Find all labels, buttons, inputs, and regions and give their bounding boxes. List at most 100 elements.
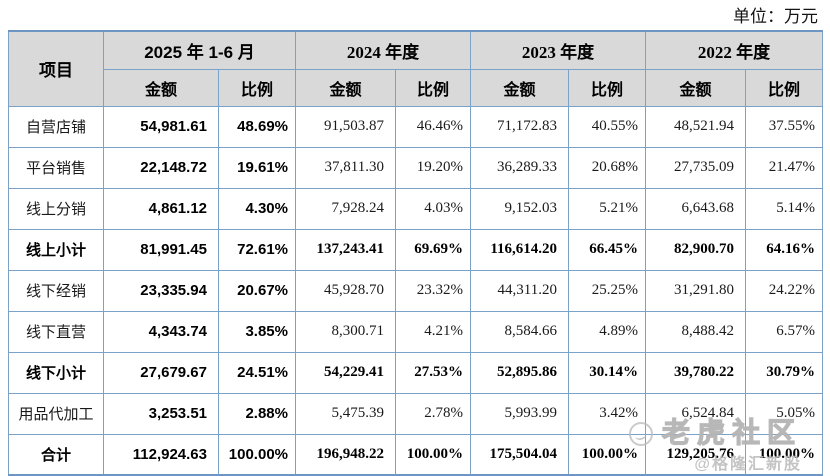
unit-label: 单位：万元 [733,7,818,26]
row-label: 线上分销 [8,187,104,230]
column-group-2022: 2022 年度 [645,30,823,70]
cell: 81,991.45 [103,228,219,271]
header-row-subcolumns: 金额 比例 金额 比例 金额 比例 金额 比例 [9,68,823,107]
cell: 27,735.09 [645,146,746,189]
cell: 54,229.41 [295,351,396,394]
column-group-2024: 2024 年度 [295,30,471,70]
cell: 5.05% [745,392,823,435]
row-label: 线下经销 [8,269,104,312]
row-label: 合计 [8,433,104,476]
column-header-ratio: 比例 [395,68,471,107]
cell: 5,993.99 [470,392,569,435]
cell: 66.45% [568,228,646,271]
cell: 196,948.22 [295,433,396,476]
cell: 4.30% [218,187,296,230]
cell: 20.67% [218,269,296,312]
row-label: 线下小计 [8,351,104,394]
cell: 91,503.87 [295,105,396,148]
cell: 19.61% [218,146,296,189]
row-label: 用品代加工 [8,392,104,435]
cell: 37,811.30 [295,146,396,189]
column-header-amount: 金额 [645,68,746,107]
cell: 6,643.68 [645,187,746,230]
cell: 30.14% [568,351,646,394]
cell: 175,504.04 [470,433,569,476]
cell: 9,152.03 [470,187,569,230]
cell: 40.55% [568,105,646,148]
cell: 69.69% [395,228,471,271]
cell: 6,524.84 [645,392,746,435]
cell: 5.21% [568,187,646,230]
column-header-ratio: 比例 [218,68,296,107]
cell: 30.79% [745,351,823,394]
cell: 23,335.94 [103,269,219,312]
cell: 24.51% [218,351,296,394]
cell: 100.00% [395,433,471,476]
cell: 8,584.66 [470,310,569,353]
cell: 25.25% [568,269,646,312]
cell: 20.68% [568,146,646,189]
column-group-2023: 2023 年度 [470,30,646,70]
row-label: 线下直营 [8,310,104,353]
revenue-breakdown-table: 项目 2025 年 1-6 月 2024 年度 2023 年度 2022 年度 … [8,30,823,476]
row-label: 平台销售 [8,146,104,189]
table-row-total: 合计 112,924.63 100.00% 196,948.22 100.00%… [8,433,823,476]
cell: 100.00% [218,433,296,476]
cell: 82,900.70 [645,228,746,271]
cell: 6.57% [745,310,823,353]
column-group-2025h1: 2025 年 1-6 月 [103,30,296,70]
cell: 37.55% [745,105,823,148]
cell: 2.78% [395,392,471,435]
cell: 4,343.74 [103,310,219,353]
cell: 8,488.42 [645,310,746,353]
table-row-platform-sales: 平台销售 22,148.72 19.61% 37,811.30 19.20% 3… [8,146,823,189]
table-row-online-distribution: 线上分销 4,861.12 4.30% 7,928.24 4.03% 9,152… [8,187,823,230]
cell: 3,253.51 [103,392,219,435]
table-row-offline-direct: 线下直营 4,343.74 3.85% 8,300.71 4.21% 8,584… [8,310,823,353]
cell: 27,679.67 [103,351,219,394]
cell: 116,614.20 [470,228,569,271]
cell: 48.69% [218,105,296,148]
cell: 64.16% [745,228,823,271]
table-row-online-subtotal: 线上小计 81,991.45 72.61% 137,243.41 69.69% … [8,228,823,271]
cell: 23.32% [395,269,471,312]
column-header-amount: 金额 [295,68,396,107]
column-header-item: 项目 [8,30,104,107]
cell: 39,780.22 [645,351,746,394]
cell: 52,895.86 [470,351,569,394]
cell: 31,291.80 [645,269,746,312]
header-row-years: 项目 2025 年 1-6 月 2024 年度 2023 年度 2022 年度 [8,30,823,107]
cell: 8,300.71 [295,310,396,353]
cell: 3.85% [218,310,296,353]
cell: 100.00% [745,433,823,476]
cell: 22,148.72 [103,146,219,189]
cell: 54,981.61 [103,105,219,148]
row-label: 线上小计 [8,228,104,271]
cell: 36,289.33 [470,146,569,189]
table-row-self-operated-stores: 自营店铺 54,981.61 48.69% 91,503.87 46.46% 7… [8,105,823,148]
cell: 4,861.12 [103,187,219,230]
cell: 100.00% [568,433,646,476]
cell: 72.61% [218,228,296,271]
table-row-oem-processing: 用品代加工 3,253.51 2.88% 5,475.39 2.78% 5,99… [8,392,823,435]
cell: 19.20% [395,146,471,189]
cell: 4.03% [395,187,471,230]
cell: 5,475.39 [295,392,396,435]
cell: 4.89% [568,310,646,353]
table-row-offline-distribution: 线下经销 23,335.94 20.67% 45,928.70 23.32% 4… [8,269,823,312]
cell: 24.22% [745,269,823,312]
table-row-offline-subtotal: 线下小计 27,679.67 24.51% 54,229.41 27.53% 5… [8,351,823,394]
cell: 44,311.20 [470,269,569,312]
cell: 5.14% [745,187,823,230]
cell: 129,205.76 [645,433,746,476]
cell: 45,928.70 [295,269,396,312]
cell: 2.88% [218,392,296,435]
cell: 4.21% [395,310,471,353]
cell: 46.46% [395,105,471,148]
cell: 112,924.63 [103,433,219,476]
column-header-amount: 金额 [470,68,569,107]
row-label: 自营店铺 [8,105,104,148]
cell: 48,521.94 [645,105,746,148]
column-header-ratio: 比例 [568,68,646,107]
cell: 7,928.24 [295,187,396,230]
